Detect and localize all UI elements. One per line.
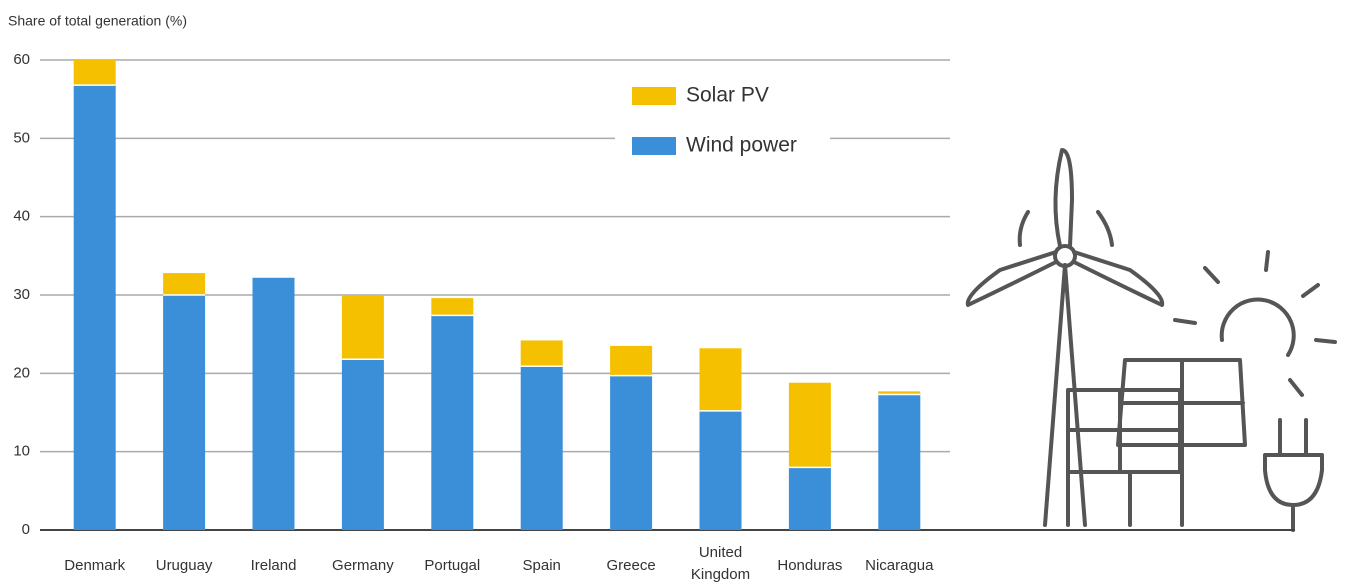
bar-segment bbox=[431, 298, 473, 315]
y-tick-label: 20 bbox=[13, 364, 30, 381]
bar-segment bbox=[700, 348, 742, 411]
y-tick-label: 50 bbox=[13, 129, 30, 146]
y-tick-label: 40 bbox=[13, 208, 30, 225]
x-tick-label: Uruguay bbox=[156, 557, 213, 574]
y-tick-label: 0 bbox=[22, 521, 30, 538]
bar-segment bbox=[253, 278, 295, 530]
bar-segment bbox=[521, 366, 563, 530]
bar-segment bbox=[74, 60, 116, 85]
chart: Share of total generation (%) 0 10 20 30 40 5… bbox=[0, 0, 1345, 586]
bar-segment bbox=[610, 376, 652, 530]
legend-swatch bbox=[632, 87, 676, 105]
x-tick-label: Germany bbox=[332, 557, 394, 574]
x-tick-label: Honduras bbox=[777, 557, 842, 574]
bar-segment bbox=[342, 295, 384, 359]
bar-segment bbox=[163, 273, 205, 295]
bar-segment bbox=[163, 295, 205, 530]
bar-segment bbox=[521, 340, 563, 366]
bar-segment bbox=[342, 359, 384, 530]
bar-segment bbox=[789, 383, 831, 468]
y-tick-label: 30 bbox=[13, 286, 30, 303]
bar-segment bbox=[700, 411, 742, 530]
x-tick-label: Portugal bbox=[424, 557, 480, 574]
x-tick-label: Ireland bbox=[251, 557, 297, 574]
bar-segment bbox=[431, 315, 473, 530]
y-tick-label: 60 bbox=[13, 51, 30, 68]
bar-segment bbox=[74, 85, 116, 530]
x-tick-label: Greece bbox=[606, 557, 655, 574]
bar-segment bbox=[789, 467, 831, 530]
x-tick-label: Nicaragua bbox=[865, 557, 934, 574]
legend-label: Wind power bbox=[686, 134, 797, 157]
x-tick-label: Spain bbox=[523, 557, 561, 574]
x-tick-label: Denmark bbox=[64, 557, 125, 574]
legend-swatch bbox=[632, 137, 676, 155]
legend-label: Solar PV bbox=[686, 84, 769, 107]
y-tick-label: 10 bbox=[13, 443, 30, 460]
bar-segment bbox=[610, 346, 652, 376]
illustration bbox=[968, 150, 1335, 530]
bar-segment bbox=[878, 394, 920, 530]
y-axis-label: Share of total generation (%) bbox=[8, 13, 187, 29]
